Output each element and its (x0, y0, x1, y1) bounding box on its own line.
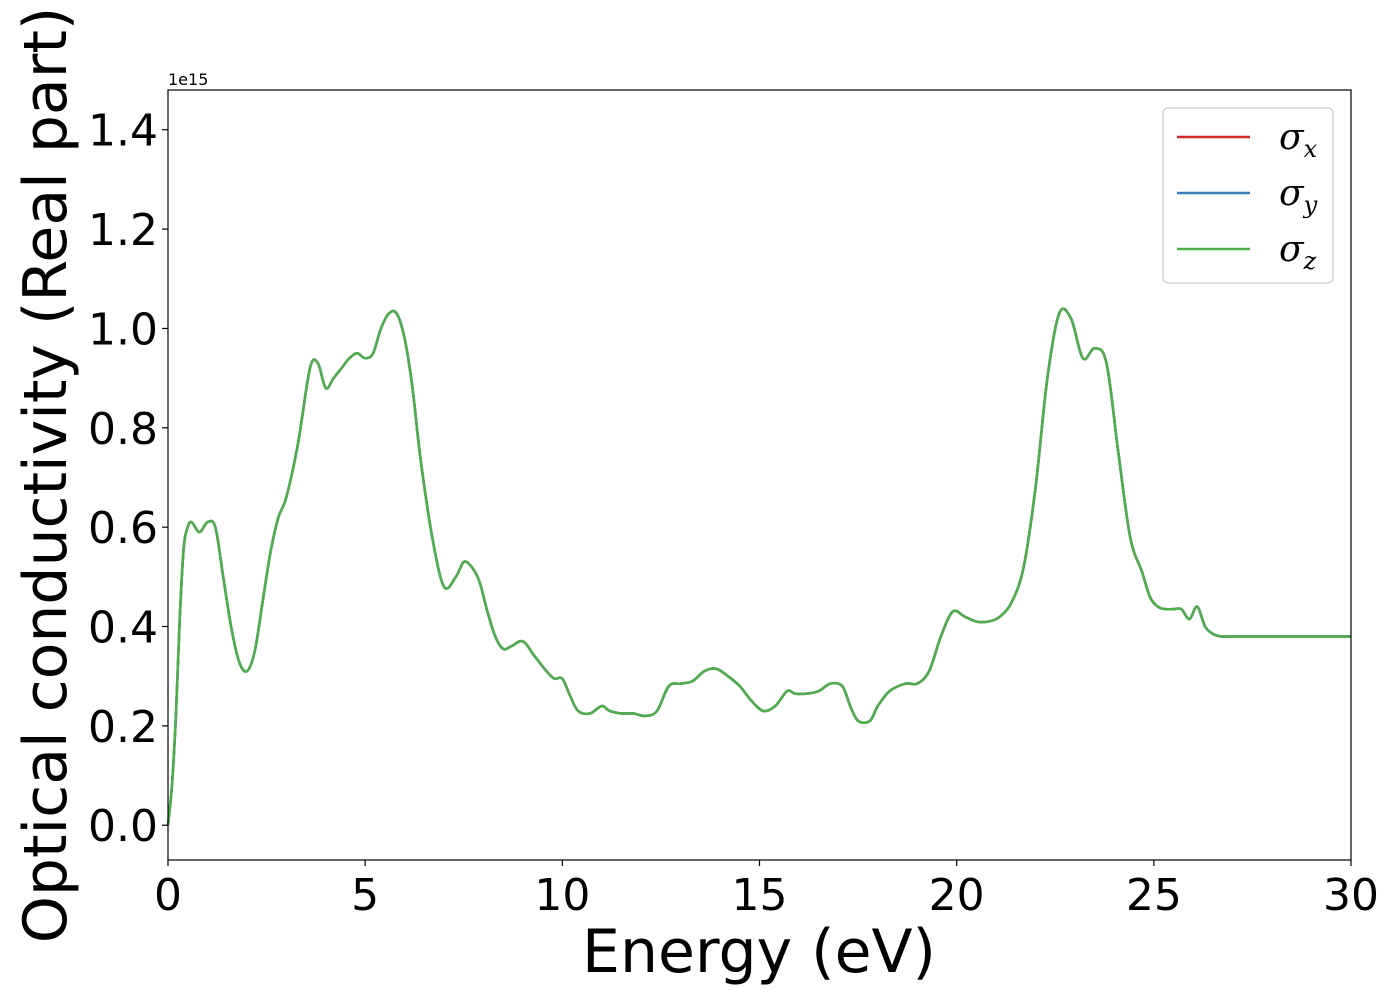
y-tick-label: 0.4 (88, 603, 158, 654)
x-tick-label: 30 (1323, 870, 1379, 921)
y-tick-label: 0.8 (88, 404, 158, 455)
x-tick-label: 5 (351, 870, 379, 921)
x-tick-label: 20 (929, 870, 985, 921)
x-tick-label: 10 (534, 870, 590, 921)
y-tick-label: 1.4 (88, 106, 158, 157)
y-tick-label: 1.2 (88, 205, 158, 256)
y-offset-text: 1e15 (168, 70, 208, 89)
y-axis-label: Optical conductivity (Real part) (11, 7, 81, 944)
y-tick-label: 0.6 (88, 503, 158, 554)
legend-box (1162, 107, 1334, 284)
x-tick-label: 25 (1126, 870, 1182, 921)
y-tick-label: 0.0 (88, 801, 158, 852)
y-tick-label: 0.2 (88, 702, 158, 753)
series-layer (166, 307, 1351, 826)
ticks-layer: 0 5 10 15 20 25 30 0.0 0.2 0.4 0.6 0.8 1.0 1.2 1.4 (88, 106, 1379, 921)
y-tick-label: 1.0 (88, 304, 158, 355)
x-tick-label: 0 (154, 870, 182, 921)
x-tick-label: 15 (732, 870, 788, 921)
x-axis-label: Energy (eV) (582, 917, 936, 987)
sigma-z-line (166, 307, 1351, 826)
